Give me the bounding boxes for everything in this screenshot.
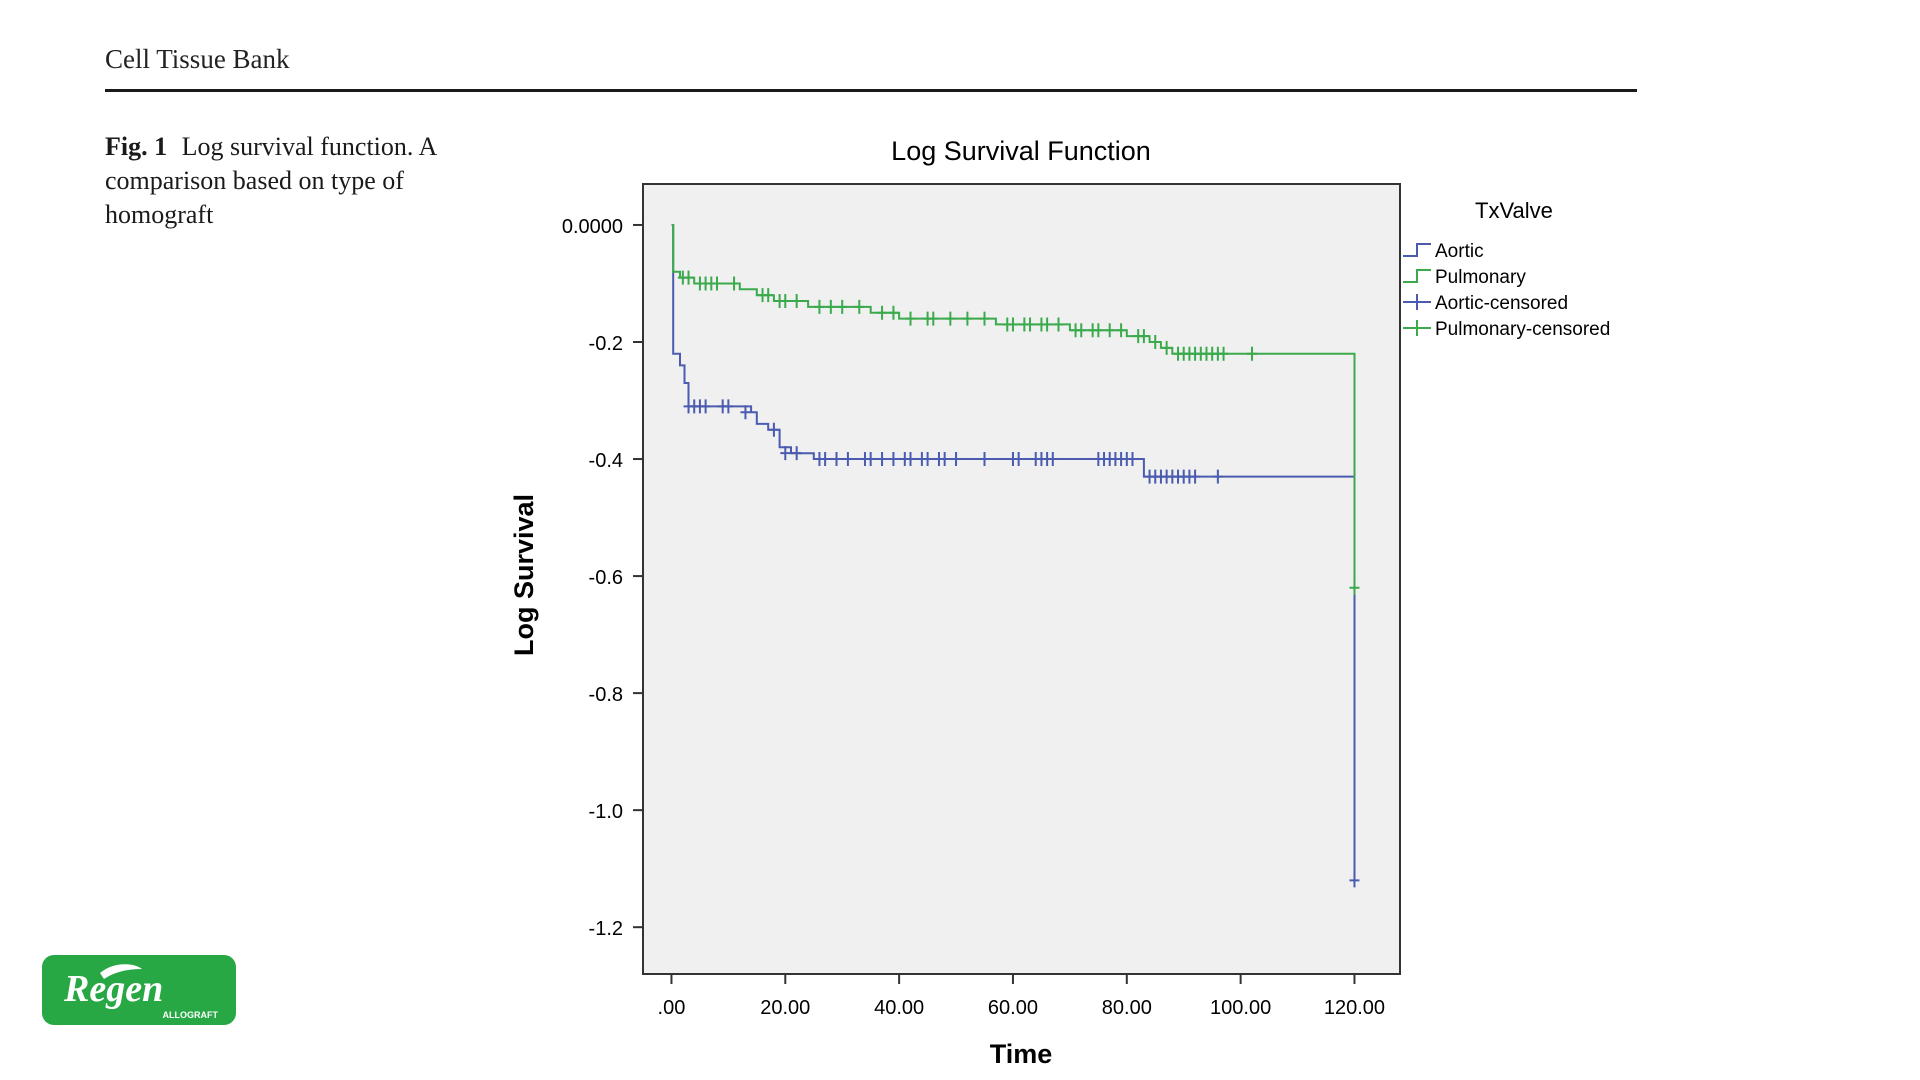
censor-mark-pulmonary	[1007, 317, 1018, 332]
censor-mark-aortic	[1349, 873, 1360, 888]
legend-title: TxValve	[1475, 198, 1553, 223]
censor-mark-aortic	[1190, 469, 1201, 484]
y-axis-label: Log Survival	[509, 494, 539, 656]
censor-mark-pulmonary	[905, 311, 916, 326]
censor-mark-pulmonary	[1150, 335, 1161, 349]
legend-item: Pulmonary	[1435, 267, 1526, 288]
censor-mark-pulmonary	[928, 311, 939, 326]
y-tick-label: -0.2	[589, 333, 623, 355]
chart-title: Log Survival Function	[891, 136, 1151, 166]
leaf-icon	[100, 964, 142, 979]
censor-mark-aortic	[979, 452, 990, 467]
censor-mark-pulmonary	[825, 299, 836, 314]
censor-mark-aortic	[951, 452, 962, 467]
censor-mark-pulmonary	[1093, 323, 1104, 338]
censor-mark-pulmonary	[888, 305, 899, 320]
censor-mark-aortic	[939, 452, 950, 467]
censor-mark-aortic	[1127, 452, 1138, 467]
censor-mark-pulmonary	[1349, 580, 1360, 595]
x-tick-label: 80.00	[1102, 997, 1152, 1019]
censor-mark-pulmonary	[814, 299, 825, 314]
legend-item: Pulmonary-censored	[1435, 319, 1610, 340]
x-tick-label: 120.00	[1324, 997, 1385, 1019]
censor-mark-aortic	[1047, 452, 1058, 467]
censor-mark-aortic	[780, 446, 791, 461]
censor-mark-aortic	[922, 452, 933, 467]
censor-mark-pulmonary	[1218, 346, 1229, 361]
figure-caption-text: Log survival function. A comparison base…	[105, 132, 436, 229]
censor-mark-aortic	[888, 452, 899, 467]
x-tick-label: 60.00	[988, 997, 1038, 1019]
x-tick-label: 20.00	[760, 997, 810, 1019]
censor-mark-pulmonary	[729, 276, 740, 291]
censor-mark-aortic	[700, 399, 711, 414]
censor-mark-aortic	[740, 405, 751, 420]
censor-mark-aortic	[831, 452, 842, 467]
censor-mark-pulmonary	[683, 270, 694, 285]
censor-mark-pulmonary	[1247, 346, 1258, 361]
censor-mark-aortic	[865, 452, 876, 467]
censor-mark-pulmonary	[780, 294, 791, 309]
censor-mark-aortic	[905, 452, 916, 467]
x-axis-label: Time	[990, 1039, 1053, 1069]
x-tick-label: 40.00	[874, 997, 924, 1019]
y-tick-label: -0.8	[589, 684, 623, 706]
header-rule	[105, 89, 1637, 92]
legend-swatch	[1403, 294, 1431, 310]
censor-mark-pulmonary	[711, 276, 722, 291]
legend-swatch	[1403, 243, 1431, 257]
censor-mark-pulmonary	[979, 311, 990, 326]
y-tick-label: -0.6	[589, 567, 623, 589]
censor-mark-aortic	[877, 452, 888, 467]
y-tick-label: -0.4	[589, 450, 623, 472]
logo-brand: Regen	[63, 968, 163, 1010]
censor-mark-pulmonary	[854, 299, 865, 314]
censor-mark-aortic	[1212, 469, 1223, 484]
legend-swatch	[1403, 269, 1431, 283]
censor-mark-pulmonary	[763, 288, 774, 303]
series-line-aortic	[671, 224, 1356, 881]
censor-mark-pulmonary	[1138, 329, 1149, 344]
censor-mark-pulmonary	[837, 299, 848, 314]
regen-logo: Regen ALLOGRAFT	[42, 955, 236, 1025]
legend-item: Aortic	[1435, 241, 1484, 262]
censor-mark-pulmonary	[1025, 317, 1036, 332]
figure-label: Fig. 1	[105, 132, 168, 161]
journal-header: Cell Tissue Bank	[105, 44, 290, 74]
censor-mark-aortic	[842, 452, 853, 467]
y-tick-label: -1.0	[589, 801, 623, 823]
x-tick-label: .00	[658, 997, 686, 1019]
censor-mark-aortic	[1013, 452, 1024, 467]
censor-mark-aortic	[723, 399, 734, 414]
y-tick-label: -1.2	[589, 918, 623, 940]
plot-area	[642, 183, 1401, 975]
censor-mark-pulmonary	[1053, 317, 1064, 332]
censor-mark-pulmonary	[1042, 317, 1053, 332]
censor-mark-pulmonary	[1076, 323, 1087, 338]
censor-mark-aortic	[791, 446, 802, 461]
censor-mark-pulmonary	[945, 311, 956, 326]
censor-mark-pulmonary	[877, 305, 888, 320]
y-tick-label: 0.0000	[562, 216, 623, 238]
censor-mark-pulmonary	[1104, 323, 1115, 338]
censor-mark-pulmonary	[791, 294, 802, 309]
censor-mark-pulmonary	[1116, 323, 1127, 338]
figure-caption: Fig. 1 Log survival function. A comparis…	[105, 130, 445, 232]
censor-mark-pulmonary	[962, 311, 973, 326]
censor-mark-pulmonary	[1161, 340, 1172, 355]
logo-sub: ALLOGRAFT	[163, 1010, 219, 1020]
legend-swatch	[1403, 320, 1431, 336]
x-tick-label: 100.00	[1210, 997, 1271, 1019]
censor-mark-aortic	[820, 452, 831, 467]
censor-mark-aortic	[768, 422, 779, 437]
legend-item: Aortic-censored	[1435, 293, 1568, 314]
